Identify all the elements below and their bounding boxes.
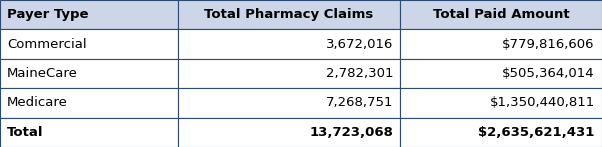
Bar [178, 29, 400, 59]
Text: Medicare: Medicare [7, 96, 68, 109]
Text: MaineCare: MaineCare [7, 67, 78, 80]
Bar [400, 118, 602, 147]
Bar [0, 88, 178, 118]
Bar [0, 29, 178, 59]
Text: 2,782,301: 2,782,301 [326, 67, 393, 80]
Bar [178, 88, 400, 118]
Bar [178, 118, 400, 147]
Text: 3,672,016: 3,672,016 [326, 38, 393, 51]
Text: $1,350,440,811: $1,350,440,811 [489, 96, 595, 109]
Text: $505,364,014: $505,364,014 [502, 67, 595, 80]
Bar [400, 0, 602, 29]
Bar [178, 59, 400, 88]
Bar [400, 88, 602, 118]
Bar [0, 0, 178, 29]
Text: Total Pharmacy Claims: Total Pharmacy Claims [204, 8, 374, 21]
Text: Total Paid Amount: Total Paid Amount [433, 8, 569, 21]
Bar [400, 59, 602, 88]
Text: 13,723,068: 13,723,068 [309, 126, 393, 139]
Text: Total: Total [7, 126, 44, 139]
Text: $779,816,606: $779,816,606 [502, 38, 595, 51]
Bar [178, 0, 400, 29]
Bar [0, 118, 178, 147]
Bar [400, 29, 602, 59]
Bar [0, 59, 178, 88]
Text: $2,635,621,431: $2,635,621,431 [479, 126, 595, 139]
Text: 7,268,751: 7,268,751 [326, 96, 393, 109]
Text: Commercial: Commercial [7, 38, 87, 51]
Text: Payer Type: Payer Type [7, 8, 88, 21]
